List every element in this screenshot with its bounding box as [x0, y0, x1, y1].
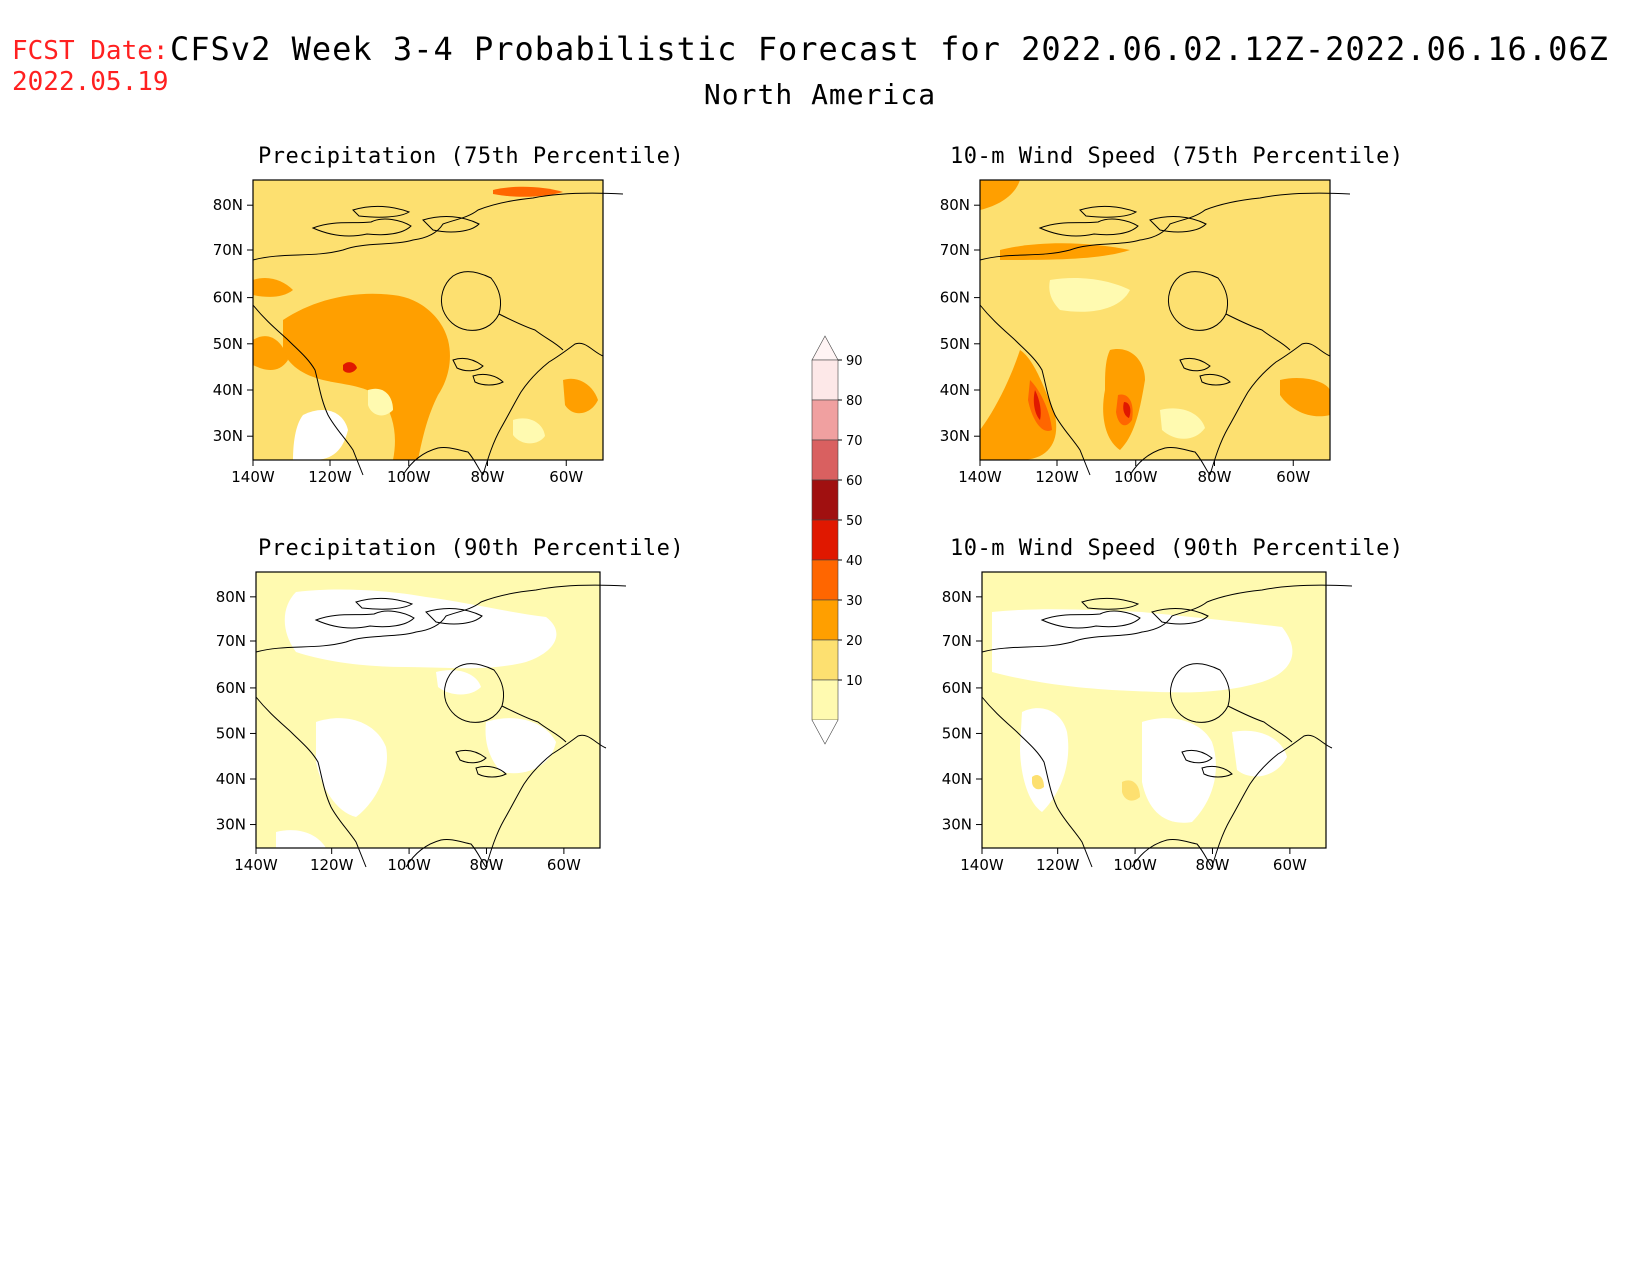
lat-label-precip-75: 80N — [213, 196, 243, 214]
lat-label-wind-90: 70N — [942, 632, 972, 650]
fcst-date-label: FCST Date: — [12, 36, 169, 66]
lat-label-wind-90: 50N — [942, 724, 972, 742]
lon-label-precip-75: 80W — [471, 468, 505, 486]
colorbar-label: 40 — [846, 554, 863, 569]
map-precip-90 — [255, 571, 627, 868]
lat-label-precip-90: 70N — [216, 632, 246, 650]
colorbar-swatch — [811, 559, 839, 601]
lon-label-precip-75: 120W — [308, 468, 352, 486]
lat-label-wind-90: 80N — [942, 588, 972, 606]
colorbar: 90 80 70 60 50 40 30 20 10 — [811, 335, 863, 745]
colorbar-label: 60 — [846, 474, 863, 489]
colorbar-label: 20 — [846, 634, 863, 649]
lon-label-wind-75: 100W — [1114, 468, 1158, 486]
map-precip-75 — [252, 179, 624, 476]
lon-label-precip-90: 140W — [234, 856, 278, 874]
lon-label-wind-75: 80W — [1198, 468, 1232, 486]
region-subtitle: North America — [703, 78, 937, 111]
map-wind-90 — [981, 571, 1353, 868]
lon-label-precip-90: 120W — [310, 856, 354, 874]
lat-label-precip-75: 30N — [213, 427, 243, 445]
lat-label-precip-75: 60N — [213, 289, 243, 307]
lat-label-wind-90: 30N — [942, 816, 972, 834]
lat-label-wind-90: 40N — [942, 770, 972, 788]
lat-label-wind-75: 30N — [940, 427, 970, 445]
lon-label-wind-75: 60W — [1276, 468, 1310, 486]
page-title: CFSv2 Week 3-4 Probabilistic Forecast fo… — [170, 30, 1609, 68]
colorbar-swatch — [811, 519, 839, 561]
colorbar-swatch — [811, 399, 839, 441]
panel-title-wind-75: 10-m Wind Speed (75th Percentile) — [950, 144, 1404, 169]
fcst-date-value: 2022.05.19 — [12, 67, 169, 97]
colorbar-swatch — [811, 359, 839, 401]
colorbar-swatch — [811, 479, 839, 521]
lat-label-wind-75: 60N — [940, 289, 970, 307]
colorbar-swatch — [811, 599, 839, 641]
lat-label-wind-75: 40N — [940, 381, 970, 399]
lon-label-wind-90: 120W — [1036, 856, 1080, 874]
colorbar-top-arrow — [811, 335, 839, 361]
lat-label-precip-90: 50N — [216, 724, 246, 742]
colorbar-label: 80 — [846, 394, 863, 409]
lat-label-precip-90: 80N — [216, 588, 246, 606]
lon-label-precip-90: 80W — [470, 856, 504, 874]
lat-label-precip-90: 30N — [216, 816, 246, 834]
lat-label-precip-75: 40N — [213, 381, 243, 399]
colorbar-label: 90 — [846, 354, 863, 369]
forecast-date: FCST Date: 2022.05.19 — [12, 36, 169, 98]
colorbar-label: 10 — [846, 674, 863, 689]
lon-label-wind-90: 80W — [1196, 856, 1230, 874]
lon-label-wind-75: 120W — [1035, 468, 1079, 486]
axis-ticks: 80N 70N 60N 50N 40N 30N 140W 120W 100W 80W 60W 80N 7… — [213, 196, 1311, 874]
lat-label-precip-75: 50N — [213, 335, 243, 353]
lat-label-precip-75: 70N — [213, 241, 243, 259]
colorbar-swatch — [811, 439, 839, 481]
colorbar-bottom-arrow — [811, 719, 839, 745]
lat-label-wind-90: 60N — [942, 679, 972, 697]
lon-label-wind-90: 60W — [1273, 856, 1307, 874]
colorbar-label: 70 — [846, 434, 863, 449]
lat-label-wind-75: 50N — [940, 335, 970, 353]
lat-label-wind-75: 70N — [940, 241, 970, 259]
map-wind-75 — [979, 179, 1351, 476]
colorbar-swatch — [811, 679, 839, 721]
colorbar-swatch — [811, 639, 839, 681]
panel-title-precip-90: Precipitation (90th Percentile) — [258, 536, 685, 561]
lon-label-precip-75: 140W — [231, 468, 275, 486]
lon-label-precip-90: 60W — [547, 856, 581, 874]
lat-label-precip-90: 60N — [216, 679, 246, 697]
colorbar-label: 30 — [846, 594, 863, 609]
lon-label-precip-75: 60W — [549, 468, 583, 486]
lon-label-precip-90: 100W — [387, 856, 431, 874]
lat-label-precip-90: 40N — [216, 770, 246, 788]
lon-label-wind-75: 140W — [958, 468, 1002, 486]
lon-label-precip-75: 100W — [387, 468, 431, 486]
panel-title-precip-75: Precipitation (75th Percentile) — [258, 144, 685, 169]
colorbar-label: 50 — [846, 514, 863, 529]
lon-label-wind-90: 140W — [960, 856, 1004, 874]
lon-label-wind-90: 100W — [1113, 856, 1157, 874]
panel-title-wind-90: 10-m Wind Speed (90th Percentile) — [950, 536, 1404, 561]
lat-label-wind-75: 80N — [940, 196, 970, 214]
